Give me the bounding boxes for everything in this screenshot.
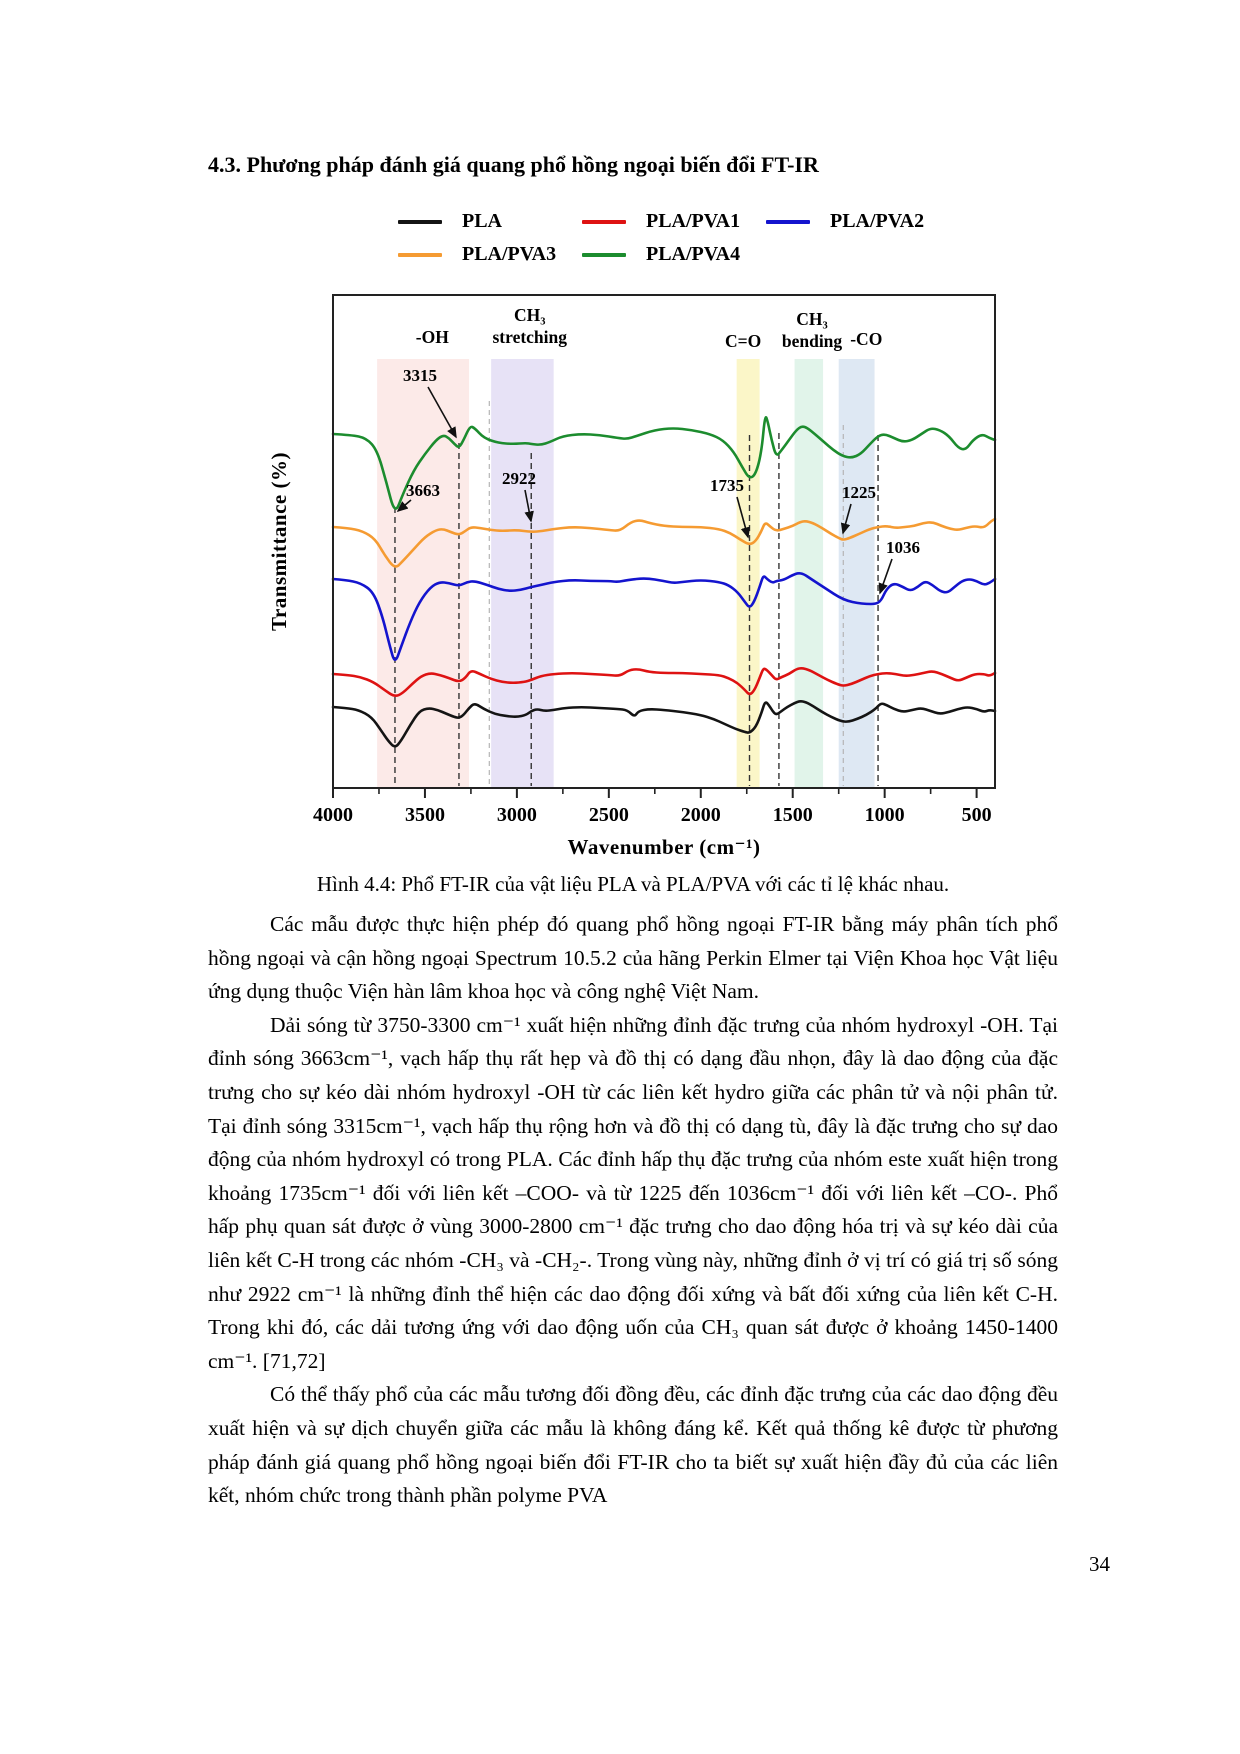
y-axis-title: Transmittance (%)	[270, 452, 291, 631]
svg-text:3315: 3315	[403, 366, 437, 385]
svg-text:3663: 3663	[406, 481, 440, 500]
svg-text:bending: bending	[782, 331, 843, 351]
legend-line-swatch	[582, 252, 626, 257]
svg-text:C=O: C=O	[725, 331, 761, 351]
svg-text:-OH: -OH	[416, 327, 449, 347]
plot-border	[332, 294, 996, 789]
body-text: Các mẫu được thực hiện phép đó quang phổ…	[208, 908, 1058, 1513]
body-paragraph: Các mẫu được thực hiện phép đó quang phổ…	[208, 912, 1058, 1004]
body-paragraph: Dải sóng từ 3750-3300 cm⁻¹ xuất hiện nhữ…	[208, 1012, 1058, 1373]
svg-text:-CO: -CO	[850, 329, 882, 349]
series-PLA/PVA4	[331, 416, 997, 510]
legend-label: PLA/PVA1	[646, 210, 741, 232]
section-heading: 4.3. Phương pháp đánh giá quang phổ hồng…	[208, 152, 819, 177]
series-PLA/PVA2	[331, 572, 997, 662]
svg-text:CH₃: CH₃	[514, 305, 546, 325]
peak-marker-lines	[394, 401, 879, 786]
figure-caption: Hình 4.4: Phổ FT-IR của vật liệu PLA và …	[316, 872, 950, 896]
svg-text:2922: 2922	[502, 469, 536, 488]
svg-text:1000: 1000	[865, 804, 905, 826]
svg-text:1500: 1500	[773, 804, 813, 826]
series-PLA	[331, 700, 997, 748]
svg-text:1036: 1036	[886, 538, 920, 557]
legend-item: PLA/PVA2	[766, 210, 924, 233]
legend-line-swatch	[766, 219, 810, 224]
legend-item: PLA/PVA3	[398, 243, 582, 266]
legend-line-swatch	[398, 252, 442, 257]
legend-item: PLA	[398, 210, 582, 233]
legend-label: PLA/PVA3	[462, 243, 557, 265]
svg-text:1225: 1225	[842, 483, 876, 502]
x-axis-title: Wavenumber (cm⁻¹)	[568, 835, 761, 859]
spectra-series	[331, 416, 997, 748]
svg-text:1735: 1735	[710, 476, 744, 495]
legend-label: PLA/PVA2	[830, 210, 925, 232]
svg-text:500: 500	[962, 804, 992, 826]
svg-text:CH₃: CH₃	[796, 309, 828, 329]
legend-item: PLA/PVA4	[582, 243, 740, 266]
svg-text:3500: 3500	[405, 804, 445, 826]
legend-line-swatch	[582, 219, 626, 224]
svg-text:3000: 3000	[497, 804, 537, 826]
legend-row: PLA/PVA3 PLA/PVA4	[398, 238, 924, 271]
x-axis-ticks: 4000 3500 3000 2500 2000 1500 1000 500	[313, 788, 992, 826]
body-paragraph: Có thể thấy phổ của các mẫu tương đối đồ…	[208, 1382, 1058, 1508]
legend-item: PLA/PVA1	[582, 210, 766, 233]
svg-text:2500: 2500	[589, 804, 629, 826]
svg-text:stretching: stretching	[492, 327, 567, 347]
svg-text:4000: 4000	[313, 804, 353, 826]
series-PLA/PVA3	[331, 517, 997, 568]
legend-line-swatch	[398, 219, 442, 224]
legend-label: PLA	[462, 210, 502, 232]
page-number: 34	[1089, 1552, 1110, 1576]
series-PLA/PVA1	[331, 667, 997, 698]
legend-row: PLA PLA/PVA1 PLA/PVA2	[398, 205, 924, 238]
peak-annotations: 3315 3663 2922 1735 1225 1036	[396, 366, 920, 595]
chart-legend: PLA PLA/PVA1 PLA/PVA2 PLA/PVA3 PLA/PVA4	[398, 205, 924, 271]
legend-label: PLA/PVA4	[646, 243, 741, 265]
svg-text:2000: 2000	[681, 804, 721, 826]
